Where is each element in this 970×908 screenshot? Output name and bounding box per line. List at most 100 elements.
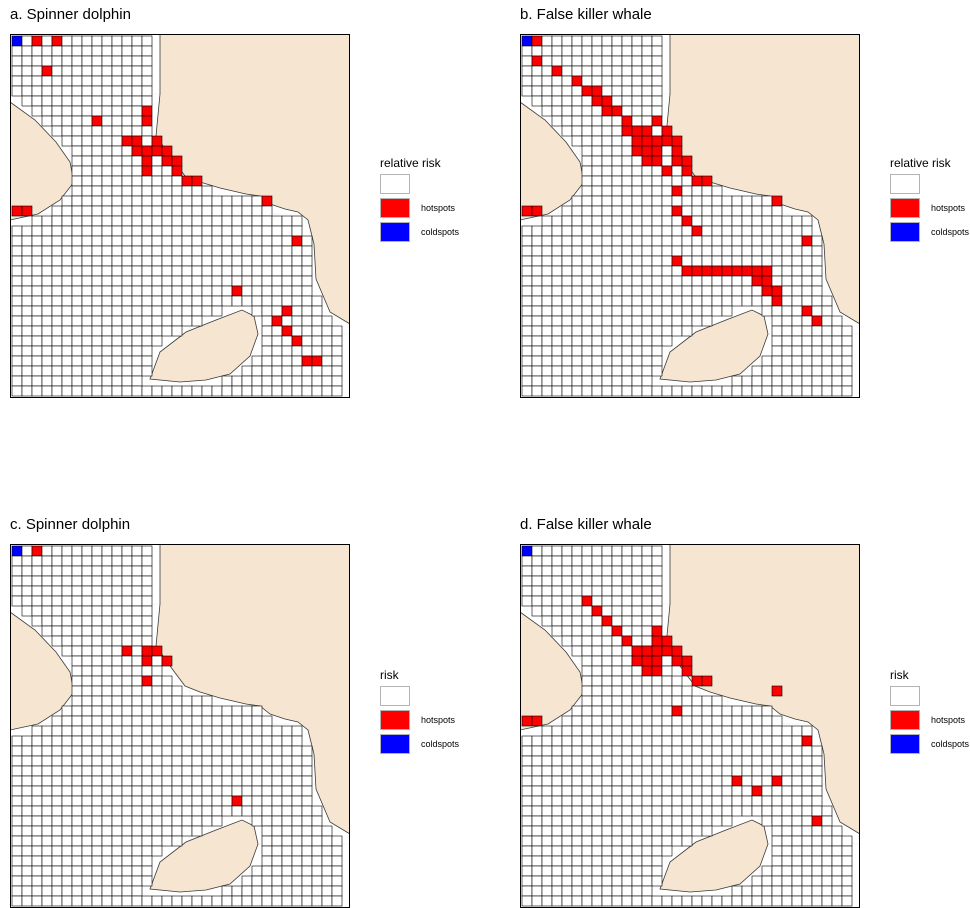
grid-cell [791, 825, 803, 837]
grid-cell [611, 145, 623, 157]
grid-cell [151, 195, 163, 207]
grid-cell [181, 715, 193, 727]
grid-cell [261, 785, 273, 797]
hotspot-cell [761, 265, 773, 277]
grid-cell [771, 375, 783, 387]
grid-cell [71, 325, 83, 337]
grid-cell [161, 835, 173, 847]
grid-cell [131, 45, 143, 57]
grid-cell [171, 725, 183, 737]
grid-cell [631, 355, 643, 367]
grid-cell [631, 765, 643, 777]
grid-cell [601, 675, 613, 687]
grid-cell [631, 375, 643, 387]
grid-cell [811, 795, 823, 807]
grid-cell [131, 755, 143, 767]
hotspot-cell [771, 685, 783, 697]
grid-cell [71, 375, 83, 387]
grid-cell [581, 835, 593, 847]
grid-cell [571, 715, 583, 727]
grid-cell [801, 345, 813, 357]
grid-cell [81, 885, 93, 897]
grid-cell [581, 675, 593, 687]
grid-cell [561, 335, 573, 347]
grid-cell [211, 285, 223, 297]
grid-cell [121, 205, 133, 217]
grid-cell [141, 275, 153, 287]
grid-cell [91, 305, 103, 317]
grid-cell [261, 215, 273, 227]
grid-cell [561, 545, 573, 557]
grid-cell [141, 245, 153, 257]
legend-label: coldspots [421, 227, 460, 237]
grid-cell [611, 65, 623, 77]
hotspot-cell [661, 135, 673, 147]
grid-cell [531, 345, 543, 357]
grid-cell [611, 35, 623, 47]
grid-cell [291, 735, 303, 747]
grid-cell [551, 215, 563, 227]
grid-cell [591, 265, 603, 277]
grid-cell [561, 35, 573, 47]
grid-cell [91, 875, 103, 887]
grid-cell [781, 785, 793, 797]
grid-cell [261, 315, 273, 327]
grid-cell [201, 795, 213, 807]
grid-cell [71, 235, 83, 247]
grid-cell [801, 755, 813, 767]
grid-cell [201, 255, 213, 267]
grid-cell [141, 555, 153, 567]
grid-cell [541, 275, 553, 287]
grid-cell [291, 245, 303, 257]
grid-cell [321, 845, 333, 857]
grid-cell [561, 385, 573, 397]
grid-cell [541, 265, 553, 277]
grid-cell [271, 355, 283, 367]
grid-cell [61, 745, 73, 757]
grid-cell [591, 775, 603, 787]
hotspot-cell [631, 145, 643, 157]
legend-key-hotspots: hotspots [380, 710, 455, 730]
grid-cell [281, 745, 293, 757]
grid-cell [581, 35, 593, 47]
grid-cell [271, 855, 283, 867]
grid-cell [111, 185, 123, 197]
grid-cell [51, 65, 63, 77]
grid-cell [841, 335, 853, 347]
grid-cell [671, 795, 683, 807]
grid-cell [601, 335, 613, 347]
grid-cell [311, 865, 323, 877]
grid-cell [41, 725, 53, 737]
grid-cell [611, 365, 623, 377]
grid-cell [621, 745, 633, 757]
grid-cell [611, 715, 623, 727]
grid-cell [771, 885, 783, 897]
grid-cell [541, 725, 553, 737]
grid-cell [201, 755, 213, 767]
legend-title: relative risk [890, 156, 951, 170]
grid-cell [811, 385, 823, 397]
grid-cell [131, 815, 143, 827]
hotspot-cell [141, 105, 153, 117]
grid-cell [601, 765, 613, 777]
grid-cell [701, 705, 713, 717]
grid-cell [751, 195, 763, 207]
grid-cell [601, 785, 613, 797]
grid-cell [571, 615, 583, 627]
grid-cell [771, 755, 783, 767]
grid-cell [21, 795, 33, 807]
grid-cell [121, 305, 133, 317]
grid-cell [781, 375, 793, 387]
grid-cell [551, 95, 563, 107]
grid-cell [271, 375, 283, 387]
grid-cell [211, 255, 223, 267]
grid-cell [551, 55, 563, 67]
grid-cell [561, 65, 573, 77]
grid-cell [591, 735, 603, 747]
grid-cell [571, 795, 583, 807]
grid-cell [231, 275, 243, 287]
grid-cell [611, 175, 623, 187]
panel-title: c. Spinner dolphin [10, 516, 131, 533]
grid-cell [281, 845, 293, 857]
grid-cell [41, 545, 53, 557]
